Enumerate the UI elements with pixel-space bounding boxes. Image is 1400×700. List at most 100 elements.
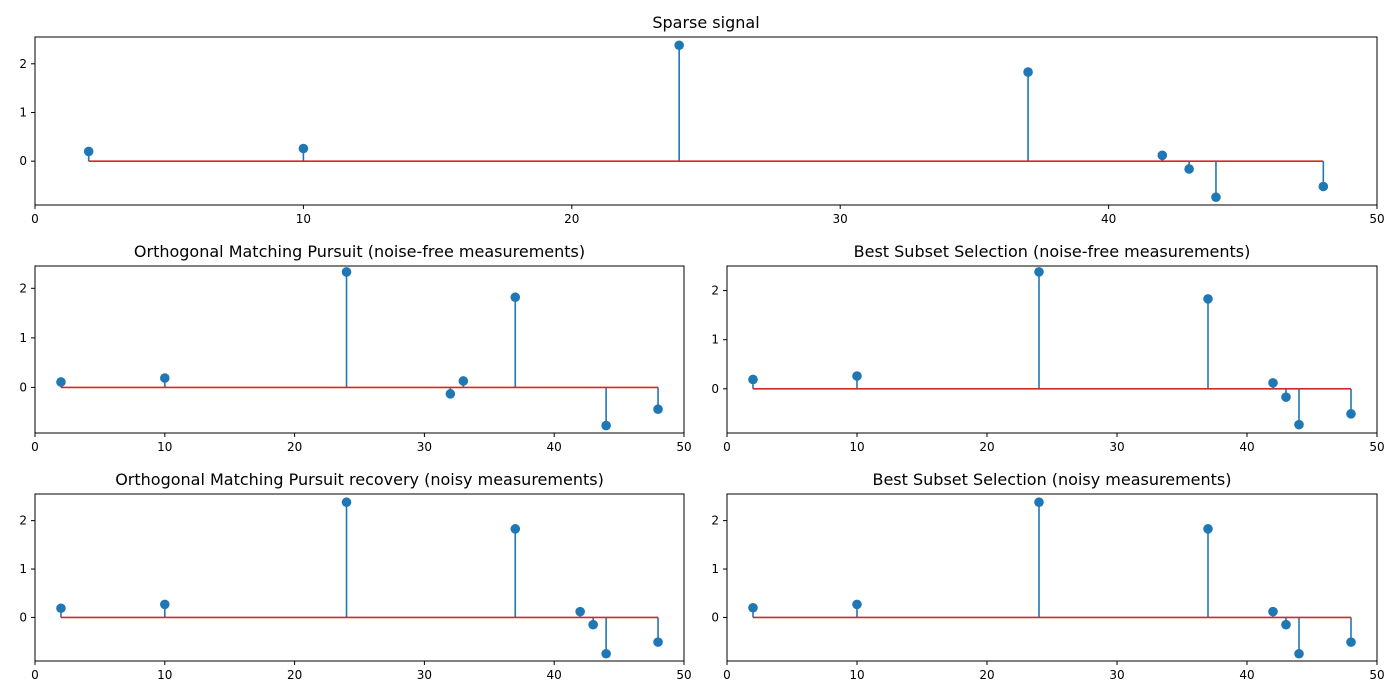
stem-marker bbox=[56, 603, 66, 614]
stem-marker bbox=[852, 371, 862, 381]
x-tick-label: 30 bbox=[417, 440, 432, 454]
x-tick-label: 30 bbox=[417, 668, 432, 682]
y-tick-label: 0 bbox=[19, 610, 27, 624]
stem-marker bbox=[341, 497, 352, 508]
x-tick-label: 10 bbox=[296, 212, 311, 226]
stem-marker bbox=[1203, 294, 1213, 304]
x-tick-label: 50 bbox=[676, 440, 691, 454]
stem-marker bbox=[1211, 192, 1221, 203]
y-tick-label: 0 bbox=[19, 380, 27, 394]
stem-marker bbox=[298, 143, 309, 154]
x-tick-label: 30 bbox=[1109, 440, 1124, 454]
stem-marker bbox=[1281, 619, 1291, 630]
stem-marker bbox=[341, 267, 352, 277]
stem-marker bbox=[1346, 409, 1356, 419]
y-tick-label: 1 bbox=[19, 105, 27, 119]
stem-marker bbox=[1268, 606, 1278, 617]
stem-marker bbox=[83, 146, 94, 157]
stem-marker bbox=[575, 606, 585, 617]
axes-frame bbox=[34, 265, 685, 434]
stem-marker bbox=[1034, 267, 1044, 277]
y-tick-label: 2 bbox=[19, 57, 27, 71]
y-tick-label: 1 bbox=[19, 562, 27, 576]
x-tick-label: 10 bbox=[849, 668, 864, 682]
x-tick-label: 0 bbox=[31, 212, 39, 226]
subplot-3: Best Subset Selection (noise-free measur… bbox=[711, 242, 1384, 454]
x-tick-label: 40 bbox=[1101, 212, 1116, 226]
x-tick-label: 50 bbox=[676, 668, 691, 682]
x-tick-label: 30 bbox=[833, 212, 848, 226]
y-tick-label: 0 bbox=[711, 610, 719, 624]
subplot-5: Best Subset Selection (noisy measurement… bbox=[711, 470, 1384, 682]
subplot-title: Orthogonal Matching Pursuit (noise-free … bbox=[134, 242, 585, 261]
subplot-1: Sparse signal 0 10 20 30 40 50 0 1 2 bbox=[19, 13, 1384, 226]
y-tick-label: 1 bbox=[19, 331, 27, 345]
x-tick-label: 40 bbox=[547, 668, 562, 682]
axes-frame bbox=[726, 265, 1378, 434]
x-tick-label: 10 bbox=[849, 440, 864, 454]
stem-marker bbox=[852, 599, 862, 610]
stem-marker bbox=[1346, 637, 1356, 647]
x-tick-label: 50 bbox=[1369, 212, 1384, 226]
axes-frame bbox=[34, 36, 1378, 206]
x-tick-label: 0 bbox=[723, 668, 731, 682]
axes-frame bbox=[726, 493, 1378, 662]
stem-marker bbox=[1294, 419, 1304, 430]
y-tick-label: 2 bbox=[711, 284, 719, 298]
stem-marker bbox=[748, 374, 758, 385]
subplot-2: Orthogonal Matching Pursuit (noise-free … bbox=[19, 242, 691, 454]
stem-marker bbox=[653, 637, 663, 647]
x-tick-label: 20 bbox=[979, 668, 994, 682]
stem-marker bbox=[160, 373, 170, 383]
y-tick-label: 1 bbox=[711, 562, 719, 576]
y-tick-label: 0 bbox=[711, 382, 719, 396]
x-tick-label: 0 bbox=[31, 440, 39, 454]
stem-marker bbox=[1294, 648, 1304, 659]
y-tick-label: 2 bbox=[19, 281, 27, 295]
stem-marker bbox=[1034, 497, 1044, 508]
y-tick-label: 2 bbox=[19, 514, 27, 528]
subplot-title: Best Subset Selection (noise-free measur… bbox=[854, 242, 1251, 261]
stem-marker bbox=[674, 40, 684, 51]
x-tick-label: 30 bbox=[1109, 668, 1124, 682]
x-tick-label: 40 bbox=[1239, 440, 1254, 454]
stem-marker bbox=[56, 377, 66, 387]
stem-marker bbox=[1281, 392, 1291, 402]
y-tick-label: 2 bbox=[711, 514, 719, 528]
stem-marker bbox=[510, 524, 521, 534]
x-tick-label: 20 bbox=[287, 668, 302, 682]
subplot-title: Orthogonal Matching Pursuit recovery (no… bbox=[115, 470, 604, 489]
subplot-4: Orthogonal Matching Pursuit recovery (no… bbox=[19, 470, 691, 682]
x-tick-label: 10 bbox=[157, 668, 172, 682]
y-tick-label: 1 bbox=[711, 333, 719, 347]
x-tick-label: 10 bbox=[157, 440, 172, 454]
stem-marker bbox=[1184, 164, 1194, 174]
x-tick-label: 40 bbox=[547, 440, 562, 454]
x-tick-label: 50 bbox=[1369, 668, 1384, 682]
x-tick-label: 50 bbox=[1369, 440, 1384, 454]
x-tick-label: 0 bbox=[31, 668, 39, 682]
x-tick-label: 40 bbox=[1239, 668, 1254, 682]
stem-marker bbox=[445, 389, 456, 399]
stem-marker bbox=[160, 599, 170, 610]
stem-marker bbox=[510, 292, 521, 303]
stem-marker bbox=[458, 376, 469, 386]
stem-marker bbox=[748, 602, 758, 613]
stem-marker bbox=[588, 619, 598, 630]
y-tick-label: 0 bbox=[19, 154, 27, 168]
stem-marker bbox=[653, 404, 663, 415]
x-tick-label: 20 bbox=[287, 440, 302, 454]
stem-marker bbox=[1157, 150, 1168, 161]
axes-frame bbox=[34, 493, 685, 662]
stem-marker bbox=[601, 420, 611, 431]
stem-marker bbox=[1023, 67, 1033, 77]
stem-marker bbox=[1268, 378, 1278, 388]
x-tick-label: 20 bbox=[979, 440, 994, 454]
stem-marker bbox=[601, 648, 611, 659]
subplot-title: Sparse signal bbox=[652, 13, 759, 32]
x-tick-label: 20 bbox=[564, 212, 579, 226]
stem-marker bbox=[1318, 181, 1329, 192]
stem-marker bbox=[1203, 524, 1213, 534]
subplot-title: Best Subset Selection (noisy measurement… bbox=[872, 470, 1231, 489]
